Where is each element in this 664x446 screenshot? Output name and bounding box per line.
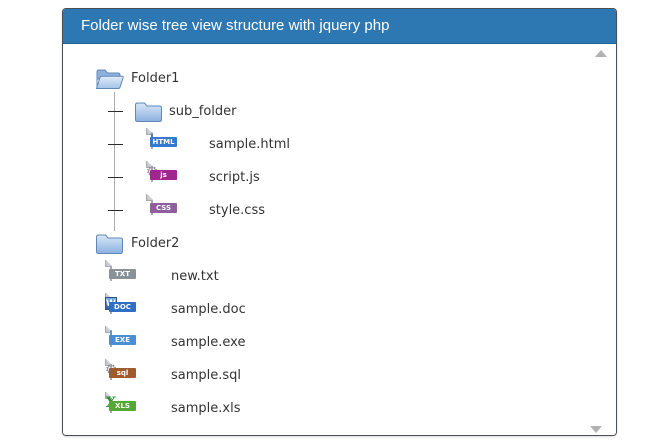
tree-item-label: sample.sql bbox=[171, 368, 242, 383]
tree-row[interactable]: CSS style.css bbox=[63, 194, 616, 227]
page-fold-corner bbox=[146, 194, 153, 201]
file-icon-slot: HTML bbox=[146, 128, 177, 149]
tree-item-label: sample.exe bbox=[171, 335, 246, 350]
file-icon-slot: TXT bbox=[105, 260, 136, 281]
tree-item-label: sample.doc bbox=[171, 302, 246, 317]
tree-row[interactable]: HTML sample.html bbox=[63, 128, 616, 161]
tree-row[interactable]: DOC sample.doc bbox=[63, 293, 616, 326]
tree-item-label: Folder1 bbox=[131, 71, 180, 86]
panel-title: Folder wise tree view structure with jqu… bbox=[81, 17, 390, 34]
file-icon-slot: XLS bbox=[105, 392, 136, 413]
tree-rows: Folder1 sub_folder HTML sample.html js s… bbox=[63, 44, 616, 425]
file-icon-slot: DOC bbox=[105, 293, 136, 314]
file-icon-slot: sql bbox=[105, 359, 136, 380]
tree-row[interactable]: Folder1 bbox=[63, 62, 616, 95]
wdoc-file-icon: DOC bbox=[105, 293, 136, 314]
folder-open-icon bbox=[95, 67, 124, 94]
tree-item-label: sample.xls bbox=[171, 401, 241, 416]
tree-item-label: sub_folder bbox=[169, 104, 237, 119]
tree-row[interactable]: EXE sample.exe bbox=[63, 326, 616, 359]
file-type-badge: TXT bbox=[109, 269, 136, 279]
tree-connector bbox=[108, 111, 123, 112]
closed-folder-icon bbox=[135, 102, 162, 122]
page-fold-corner bbox=[105, 260, 112, 267]
globe-file-icon: HTML bbox=[146, 128, 177, 149]
tree-item-label: sample.html bbox=[209, 137, 291, 152]
tree-row[interactable]: Folder2 bbox=[63, 227, 616, 260]
lines-file-icon: TXT bbox=[105, 260, 136, 281]
tree-row[interactable]: TXT new.txt bbox=[63, 260, 616, 293]
folder-closed-icon bbox=[134, 100, 163, 127]
tree-row[interactable]: js script.js bbox=[63, 161, 616, 194]
page-fold-corner bbox=[105, 326, 112, 333]
file-icon-slot: EXE bbox=[105, 326, 136, 347]
panel-header: Folder wise tree view structure with jqu… bbox=[63, 9, 616, 44]
tree-row[interactable]: XLS sample.xls bbox=[63, 392, 616, 425]
file-type-badge: HTML bbox=[150, 137, 177, 147]
tree-item-label: new.txt bbox=[171, 269, 219, 284]
file-icon-slot: CSS bbox=[146, 194, 177, 215]
file-type-badge: DOC bbox=[109, 302, 136, 312]
gear-file-icon: js bbox=[146, 161, 177, 182]
tree-view-panel: Folder wise tree view structure with jqu… bbox=[62, 8, 617, 436]
excel-x-file-icon: XLS bbox=[105, 392, 136, 413]
tree-item-label: script.js bbox=[209, 170, 260, 185]
tree-guide-line bbox=[114, 92, 115, 231]
file-type-badge: js bbox=[150, 170, 177, 180]
file-icon-slot: js bbox=[146, 161, 177, 182]
file-type-badge: sql bbox=[109, 368, 136, 378]
page-fold-corner bbox=[146, 128, 153, 135]
open-folder-icon bbox=[95, 69, 124, 89]
file-type-badge: CSS bbox=[150, 203, 177, 213]
tree-item-label: style.css bbox=[209, 203, 265, 218]
window-file-icon: EXE bbox=[105, 326, 136, 347]
tree-container: Folder1 sub_folder HTML sample.html js s… bbox=[63, 44, 616, 435]
gear-file-icon: sql bbox=[105, 359, 136, 380]
folder-closed-icon bbox=[95, 232, 124, 259]
closed-folder-icon bbox=[96, 234, 123, 254]
file-type-badge: XLS bbox=[109, 401, 136, 411]
scroll-down-arrow-icon[interactable] bbox=[590, 426, 602, 433]
tree-row[interactable]: sql sample.sql bbox=[63, 359, 616, 392]
tree-connector bbox=[108, 210, 123, 211]
lines-file-icon: CSS bbox=[146, 194, 177, 215]
tree-row[interactable]: sub_folder bbox=[63, 95, 616, 128]
tree-item-label: Folder2 bbox=[131, 236, 180, 251]
scroll-up-arrow-icon[interactable] bbox=[595, 50, 607, 57]
file-type-badge: EXE bbox=[109, 335, 136, 345]
tree-connector bbox=[108, 177, 123, 178]
tree-connector bbox=[108, 144, 123, 145]
